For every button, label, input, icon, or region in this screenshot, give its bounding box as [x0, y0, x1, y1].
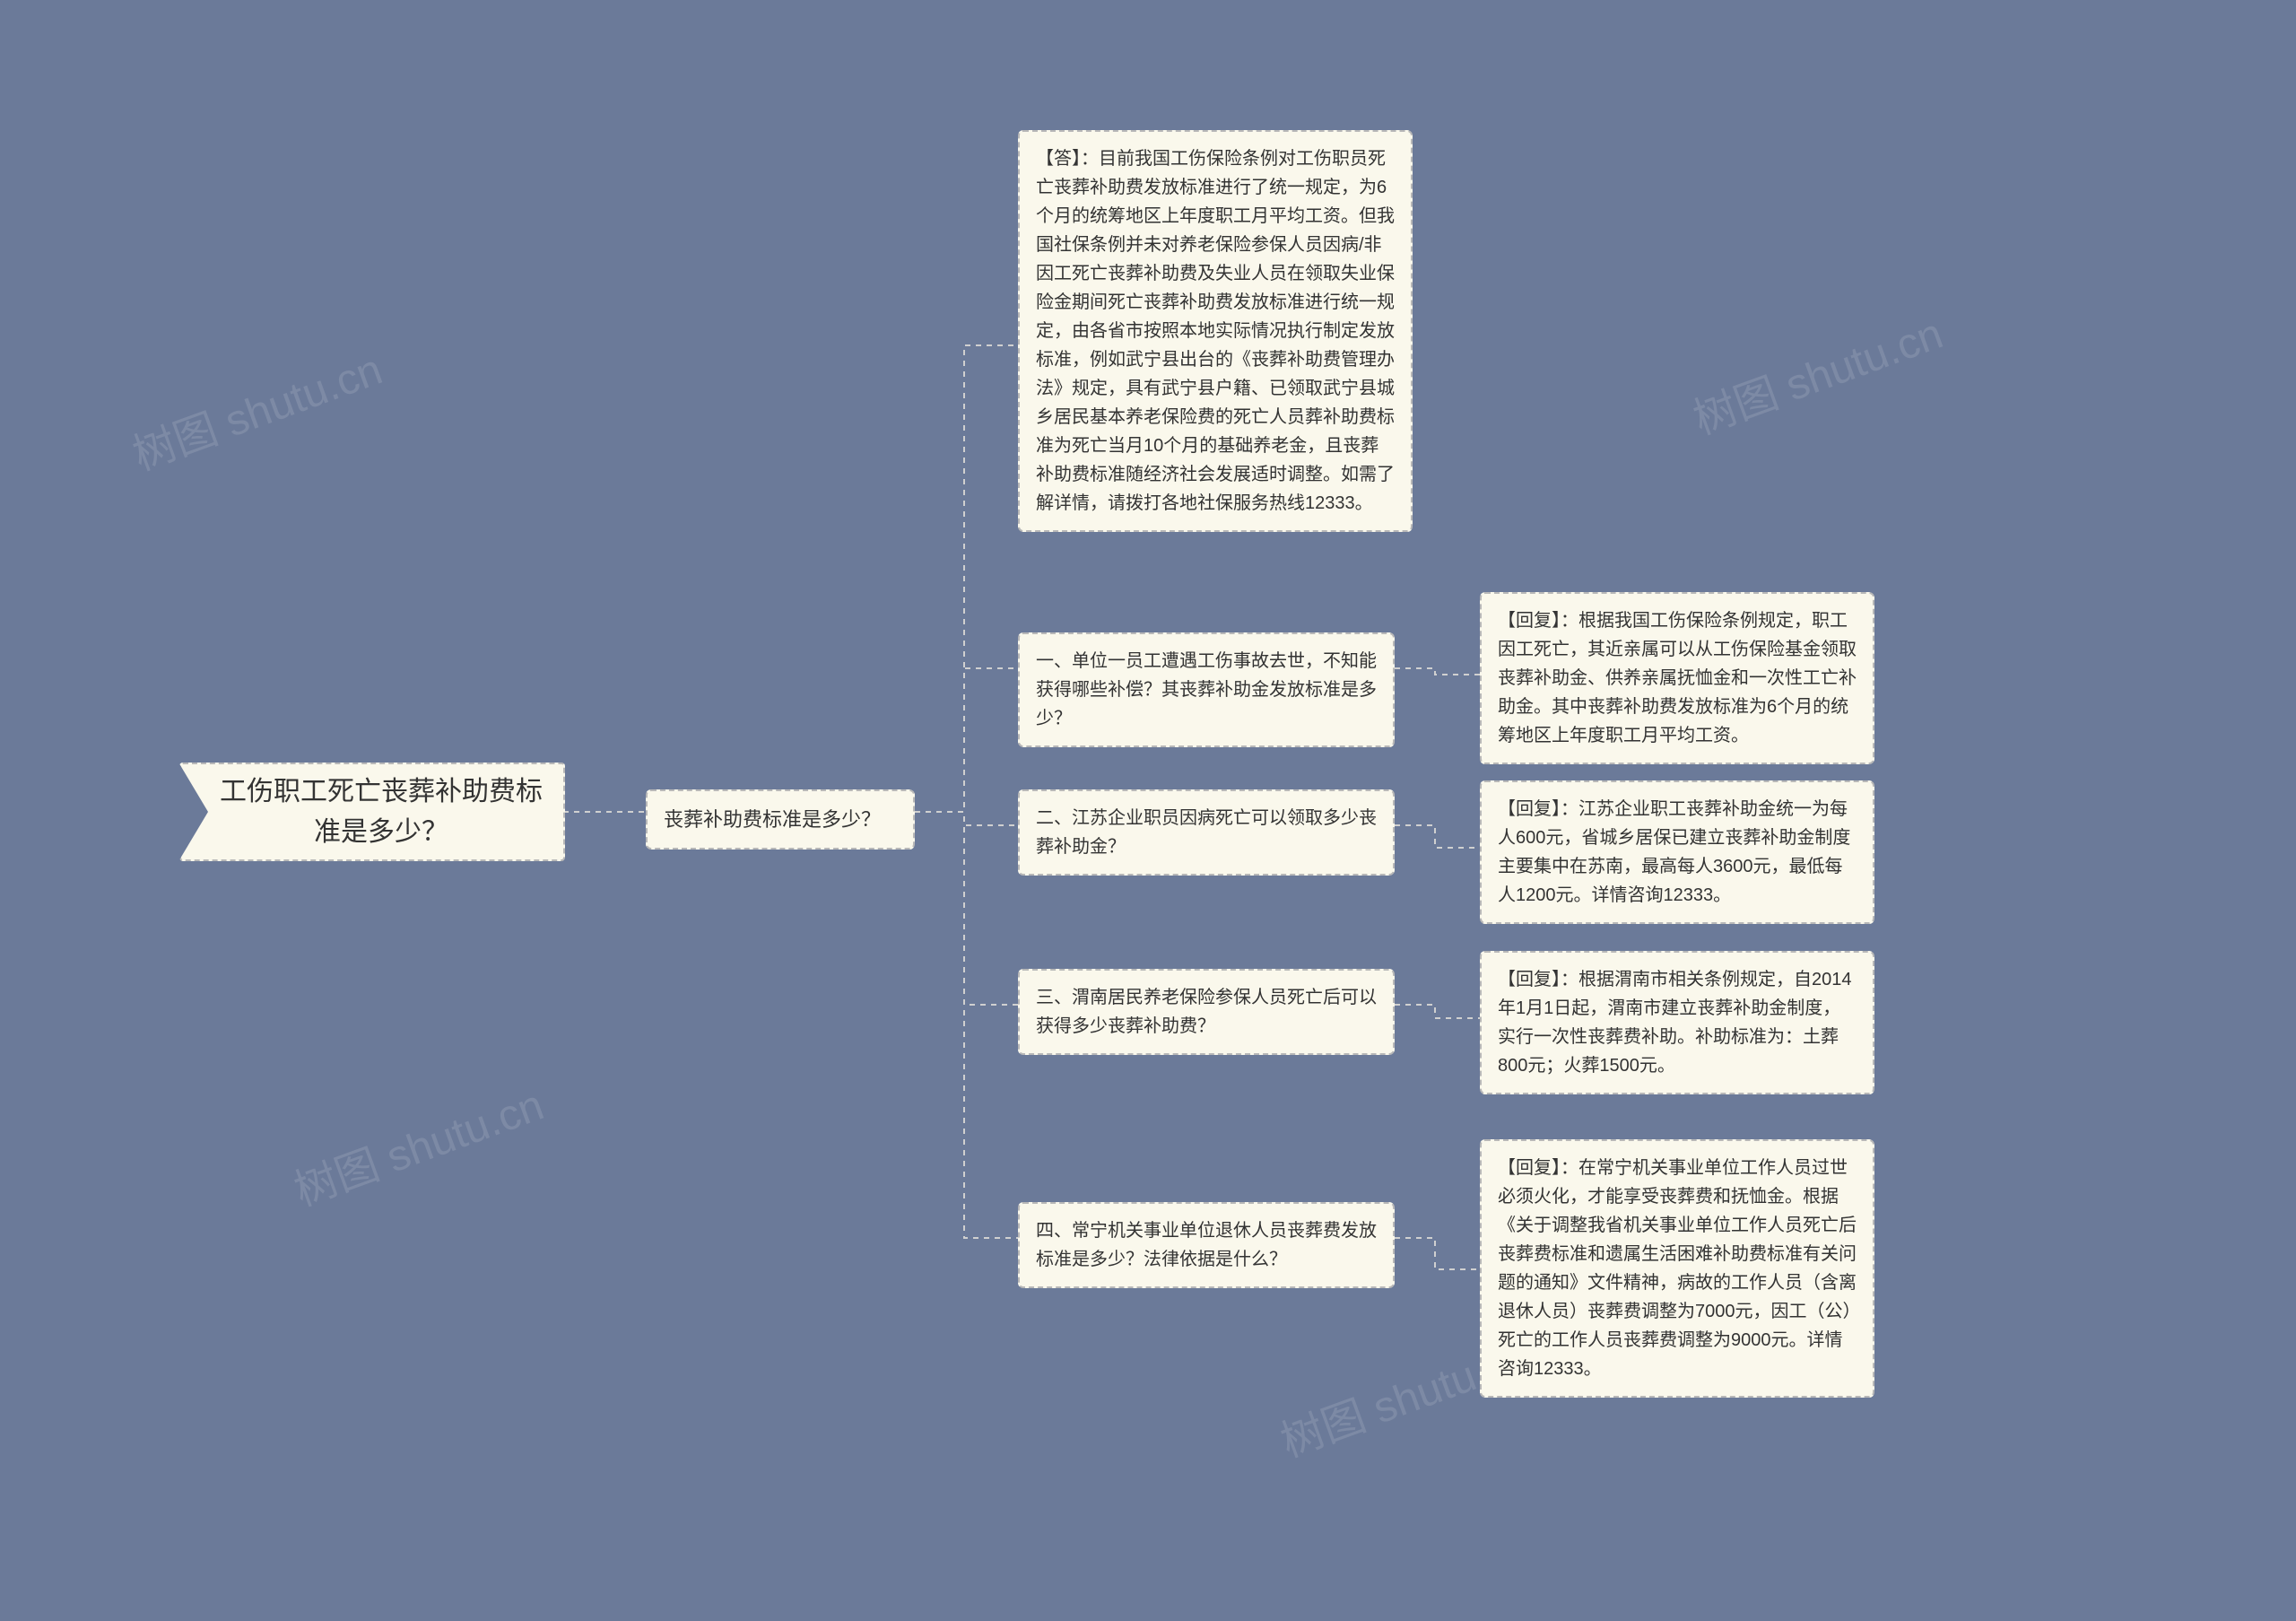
branch-q4: 四、常宁机关事业单位退休人员丧葬费发放标准是多少？法律依据是什么？ [1018, 1202, 1395, 1288]
branch-q2: 二、江苏企业职员因病死亡可以领取多少丧葬补助金？ [1018, 789, 1395, 876]
level1-label: 丧葬补助费标准是多少？ [664, 808, 881, 831]
leaf-a2-text: 【回复】：江苏企业职工丧葬补助金统一为每人600元，省城乡居保已建立丧葬补助金制… [1498, 799, 1850, 905]
branch-q1: 一、单位一员工遭遇工伤事故去世，不知能获得哪些补偿？其丧葬补助金发放标准是多少？ [1018, 632, 1395, 747]
branch-answer-main-text: 【答】：目前我国工伤保险条例对工伤职员死亡丧葬补助费发放标准进行了统一规定，为6… [1036, 149, 1395, 513]
leaf-a3: 【回复】：根据渭南市相关条例规定，自2014年1月1日起，渭南市建立丧葬补助金制… [1480, 951, 1874, 1094]
branch-q3-text: 三、渭南居民养老保险参保人员死亡后可以获得多少丧葬补助费？ [1036, 988, 1377, 1036]
watermark: 树图 shutu.cn [1683, 298, 1950, 446]
branch-q1-text: 一、单位一员工遭遇工伤事故去世，不知能获得哪些补偿？其丧葬补助金发放标准是多少？ [1036, 651, 1377, 728]
watermark: 树图 shutu.cn [123, 334, 389, 482]
root-node-label: 工伤职工死亡丧葬补助费标准是多少？ [179, 763, 565, 861]
leaf-a1: 【回复】：根据我国工伤保险条例规定，职工因工死亡，其近亲属可以从工伤保险基金领取… [1480, 592, 1874, 764]
leaf-a3-text: 【回复】：根据渭南市相关条例规定，自2014年1月1日起，渭南市建立丧葬补助金制… [1498, 970, 1852, 1076]
root-node: 工伤职工死亡丧葬补助费标准是多少？ [179, 763, 565, 861]
branch-q2-text: 二、江苏企业职员因病死亡可以领取多少丧葬补助金？ [1036, 808, 1377, 857]
leaf-a4: 【回复】：在常宁机关事业单位工作人员过世必须火化，才能享受丧葬费和抚恤金。根据《… [1480, 1139, 1874, 1398]
watermark: 树图 shutu.cn [284, 1069, 551, 1217]
leaf-a2: 【回复】：江苏企业职工丧葬补助金统一为每人600元，省城乡居保已建立丧葬补助金制… [1480, 780, 1874, 924]
leaf-a1-text: 【回复】：根据我国工伤保险条例规定，职工因工死亡，其近亲属可以从工伤保险基金领取… [1498, 611, 1857, 745]
branch-q4-text: 四、常宁机关事业单位退休人员丧葬费发放标准是多少？法律依据是什么？ [1036, 1221, 1377, 1269]
branch-answer-main: 【答】：目前我国工伤保险条例对工伤职员死亡丧葬补助费发放标准进行了统一规定，为6… [1018, 130, 1413, 532]
leaf-a4-text: 【回复】：在常宁机关事业单位工作人员过世必须火化，才能享受丧葬费和抚恤金。根据《… [1498, 1158, 1857, 1379]
branch-q3: 三、渭南居民养老保险参保人员死亡后可以获得多少丧葬补助费？ [1018, 969, 1395, 1055]
level1-node: 丧葬补助费标准是多少？ [646, 789, 915, 850]
